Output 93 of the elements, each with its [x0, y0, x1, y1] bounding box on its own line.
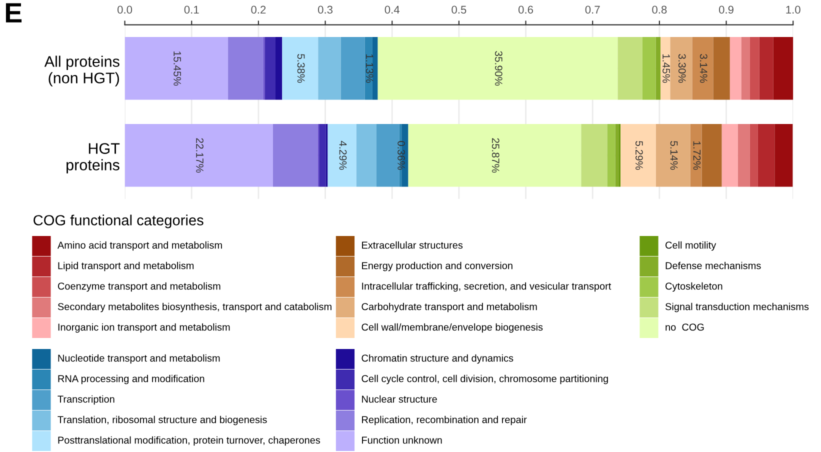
legend-label: Chromatin structure and dynamics	[362, 354, 514, 364]
bar	[319, 124, 326, 187]
legend-label: Nucleotide transport and metabolism	[58, 354, 220, 364]
bar	[124, 124, 273, 187]
bar	[408, 124, 582, 187]
x-tick-label: 0.7	[585, 6, 600, 14]
bar	[356, 124, 376, 187]
bar	[656, 124, 690, 187]
bar	[692, 37, 714, 100]
x-tick-label: 0.3	[318, 6, 333, 14]
data-label: 5.38%	[297, 54, 305, 83]
bar	[713, 37, 730, 100]
legend-label: Lipid transport and metabolism	[58, 262, 194, 272]
bar	[272, 124, 318, 187]
legend-label: Transcription	[58, 395, 114, 405]
bar	[774, 124, 793, 187]
x-tick-label: 0.0	[118, 6, 132, 14]
bar	[738, 124, 750, 187]
data-label: 4.29%	[339, 140, 347, 170]
legend-title: COG functional categories	[34, 214, 204, 228]
bar	[615, 124, 619, 187]
bar	[372, 37, 378, 100]
bar	[228, 37, 264, 100]
legend-label: Replication, recombination and repair	[362, 416, 527, 426]
data-label: 5.29%	[635, 141, 643, 170]
legend-label: Carbohydrate transport and metabolism	[362, 302, 537, 312]
legend-label: Intracellular trafficking, secretion, and vesicular transport	[362, 282, 612, 292]
x-tick-label: 1.0	[786, 6, 800, 14]
x-tick-label: 0.4	[384, 6, 400, 14]
bar	[750, 37, 760, 100]
data-label: 5.14%	[670, 141, 678, 170]
bar	[730, 37, 742, 100]
legend-label: Secondary metabolites biosynthesis, transport and catabolism	[58, 302, 332, 312]
legend-label: Cytoskeleton	[666, 282, 722, 292]
x-tick-label: 0.8	[652, 6, 667, 14]
legend-label: Inorganic ion transport and metabolism	[58, 323, 230, 333]
bar	[340, 37, 365, 100]
bar	[773, 37, 794, 100]
bar	[282, 37, 318, 100]
bar	[376, 124, 400, 187]
bar	[581, 124, 608, 187]
legend-label: Amino acid transport and metabolism	[57, 241, 222, 251]
data-label: 25.87%	[492, 138, 500, 173]
bar	[318, 37, 341, 100]
bar	[670, 37, 692, 100]
legend-label: Cell cycle control, cell division, chromosome partitioning	[362, 374, 608, 384]
x-tick-label: 0.1	[184, 6, 199, 14]
legend-label: RNA processing and modification	[58, 374, 204, 384]
bar	[378, 37, 618, 100]
data-label: 15.45%	[174, 51, 181, 86]
legend-label: Cell motility	[666, 241, 716, 251]
data-label: 35.90%	[494, 51, 502, 86]
bar	[275, 37, 282, 100]
x-tick-label: 0.5	[452, 6, 466, 14]
y-tick-label: All proteins (non HGT)	[44, 56, 120, 86]
data-label: 0.36%	[398, 141, 405, 170]
data-label: 3.30%	[678, 54, 686, 83]
legend-label: Cell wall/membrane/envelope biogenesis	[362, 323, 543, 333]
legend-label: Translation, ribosomal structure and biogenesis	[58, 416, 267, 426]
legend-label: Nuclear structure	[362, 395, 437, 403]
text: E	[6, 3, 22, 22]
legend-label: Signal transduction mechanisms	[665, 302, 809, 312]
x-tick-label: 0.6	[518, 6, 534, 14]
legend-label: no COG	[666, 324, 704, 331]
bar	[758, 124, 775, 187]
bar	[620, 124, 656, 187]
bar	[690, 124, 702, 187]
legend-label: Posttranslational modification, protein turnover, chaperones	[58, 436, 320, 446]
data-label: 22.17%	[196, 138, 204, 173]
bar	[642, 37, 656, 100]
bar	[618, 37, 642, 100]
bar	[656, 37, 660, 100]
bar	[722, 124, 738, 187]
bar	[264, 37, 276, 100]
data-label: 3.14%	[700, 54, 708, 83]
legend-label: Energy production and conversion	[362, 262, 512, 272]
bar	[759, 37, 774, 100]
bar	[328, 124, 356, 187]
legend-label: Extracellular structures	[362, 241, 463, 249]
bar	[607, 124, 616, 187]
data-label: 1.72%	[693, 141, 701, 170]
y-tick-label: HGT proteins	[66, 143, 120, 174]
bar	[750, 124, 758, 187]
data-label: 1.13%	[366, 54, 374, 83]
legend-label: Function unknown	[362, 436, 442, 444]
x-tick-label: 0.2	[251, 6, 266, 14]
bar	[702, 124, 722, 187]
x-tick-label: 0.9	[718, 6, 734, 14]
data-label: 1.45%	[662, 54, 670, 83]
legend-label: Defense mechanisms	[666, 262, 761, 270]
legend-label: Coenzyme transport and metabolism	[58, 282, 220, 292]
bar	[124, 37, 228, 100]
bar	[741, 37, 750, 100]
